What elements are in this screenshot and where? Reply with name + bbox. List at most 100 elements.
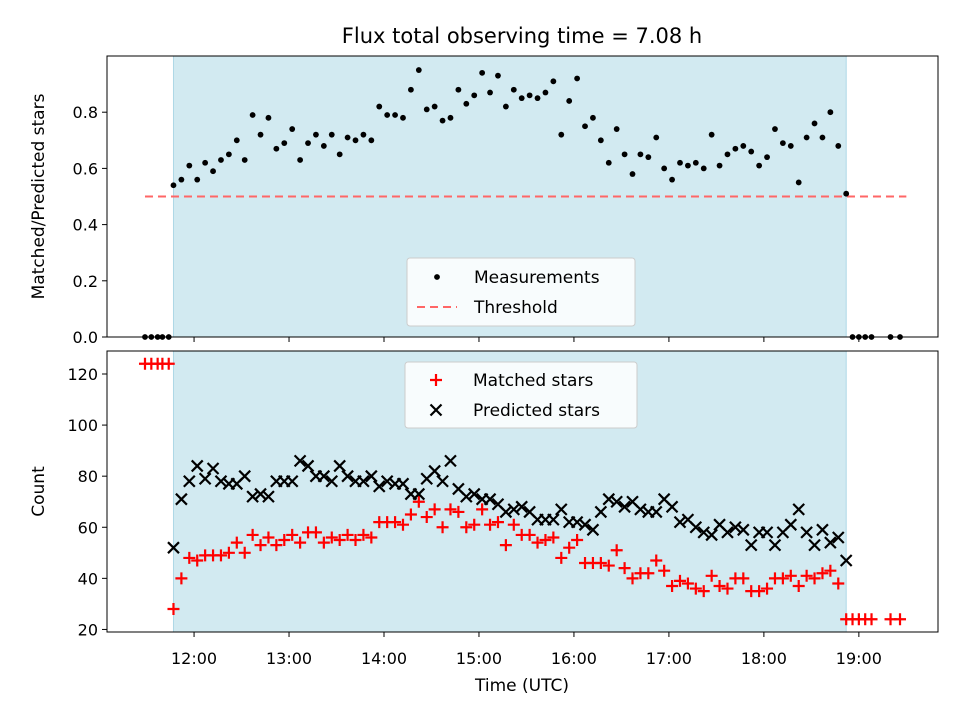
legend-measurements-label: Measurements: [474, 268, 600, 288]
matched-star-marker: [396, 518, 409, 531]
matched-star-marker: [571, 534, 584, 547]
measurement-point: [194, 176, 201, 183]
matched-star-marker: [294, 536, 307, 549]
predicted-star-marker: [467, 487, 481, 501]
measurement-point: [368, 137, 375, 144]
matched-star-marker: [341, 528, 354, 541]
matched-star-marker: [183, 551, 196, 564]
x-tick-label: 17:00: [646, 649, 692, 668]
top-ytick-label: 0.4: [73, 216, 98, 235]
matched-star-marker: [547, 531, 560, 544]
predicted-star-marker: [729, 520, 742, 534]
predicted-star-marker: [800, 526, 813, 539]
measurement-point: [787, 143, 794, 149]
chart-title: Flux total observing time = 7.08 h: [342, 24, 702, 48]
matched-star-marker: [333, 534, 346, 547]
measurement-point: [669, 176, 675, 183]
predicted-star-marker: [412, 487, 426, 501]
predicted-star-marker: [547, 513, 560, 526]
measurement-point: [313, 131, 319, 138]
predicted-star-marker: [380, 475, 394, 488]
matched-star-marker: [389, 516, 402, 529]
predicted-star-marker: [262, 490, 275, 503]
measurement-point: [819, 134, 826, 141]
measurement-point: [764, 154, 770, 161]
matched-star-marker: [460, 521, 473, 534]
predicted-star-marker: [634, 503, 647, 516]
measurement-point: [597, 137, 604, 144]
predicted-star-marker: [499, 505, 513, 519]
matched-star-marker: [349, 534, 362, 547]
matched-star-marker: [468, 518, 481, 531]
measurement-point: [384, 112, 391, 118]
matched-star-marker: [167, 603, 180, 616]
predicted-star-marker: [396, 477, 410, 491]
matched-star-marker: [238, 546, 251, 559]
measurement-point: [716, 162, 723, 169]
matched-star-marker: [650, 554, 663, 567]
measurement-point: [685, 162, 691, 169]
matched-star-marker: [666, 580, 679, 593]
predicted-star-marker: [768, 538, 782, 552]
matched-star-marker: [452, 505, 465, 518]
legend-measurements-marker: [434, 274, 440, 280]
measurement-point: [518, 95, 525, 102]
matched-star-marker: [784, 569, 797, 582]
measurement-point: [550, 78, 557, 85]
measurement-point: [748, 148, 755, 155]
matched-star-marker: [286, 528, 299, 541]
measurement-point: [471, 92, 478, 99]
bot-ytick-label: 100: [67, 416, 98, 435]
matched-star-marker: [626, 572, 639, 585]
measurement-point: [344, 134, 351, 141]
measurement-point: [265, 114, 272, 121]
predicted-star-marker: [721, 526, 734, 539]
matched-star-marker: [681, 577, 694, 590]
predicted-star-marker: [325, 475, 339, 488]
bot-ytick-label: 120: [67, 365, 98, 384]
predicted-star-marker: [317, 469, 331, 483]
predicted-star-marker: [198, 472, 212, 486]
matched-star-marker: [894, 613, 907, 626]
predicted-star-marker: [365, 469, 378, 483]
matched-star-marker: [214, 549, 227, 562]
measurement-point: [170, 182, 177, 189]
matched-star-marker: [865, 613, 878, 626]
measurement-point: [495, 72, 501, 79]
matched-star-marker: [800, 569, 813, 582]
predicted-star-marker: [183, 475, 196, 488]
predicted-star-marker: [649, 505, 663, 519]
predicted-star-marker: [697, 526, 711, 539]
matched-star-marker: [365, 531, 378, 544]
predicted-star-marker: [175, 492, 188, 506]
top-panel: 0.00.20.40.60.8 Matched/Predicted stars …: [29, 55, 939, 347]
predicted-star-marker: [436, 475, 449, 488]
matched-star-marker: [832, 577, 845, 590]
matched-star-marker: [270, 539, 283, 552]
measurement-point: [202, 159, 209, 166]
x-tick-label: 18:00: [741, 649, 787, 668]
measurement-point: [590, 114, 596, 121]
bottom-axes-frame: [106, 350, 939, 633]
predicted-star-marker: [206, 462, 220, 475]
predicted-star-marker: [372, 480, 386, 493]
predicted-star-marker: [586, 523, 600, 537]
bot-ytick-label: 20: [78, 620, 98, 639]
measurement-point: [574, 75, 581, 82]
matched-star-marker: [412, 495, 425, 508]
measurement-point: [558, 131, 565, 138]
predicted-star-marker: [238, 469, 251, 483]
matched-star-marker: [430, 374, 442, 386]
measurement-point: [305, 140, 311, 147]
x-tick-label: 14:00: [361, 649, 407, 668]
predicted-star-marker: [839, 554, 853, 567]
measurement-point: [811, 120, 818, 127]
measurement-point: [542, 89, 549, 96]
legend-matched-label: Matched stars: [473, 371, 593, 391]
predicted-star-marker: [214, 475, 228, 488]
legend-predicted-label: Predicted stars: [473, 401, 600, 421]
predicted-star-marker: [190, 459, 204, 473]
bot-ytick-label: 40: [78, 569, 98, 588]
measurement-point: [273, 145, 280, 152]
matched-star-marker: [563, 541, 576, 554]
